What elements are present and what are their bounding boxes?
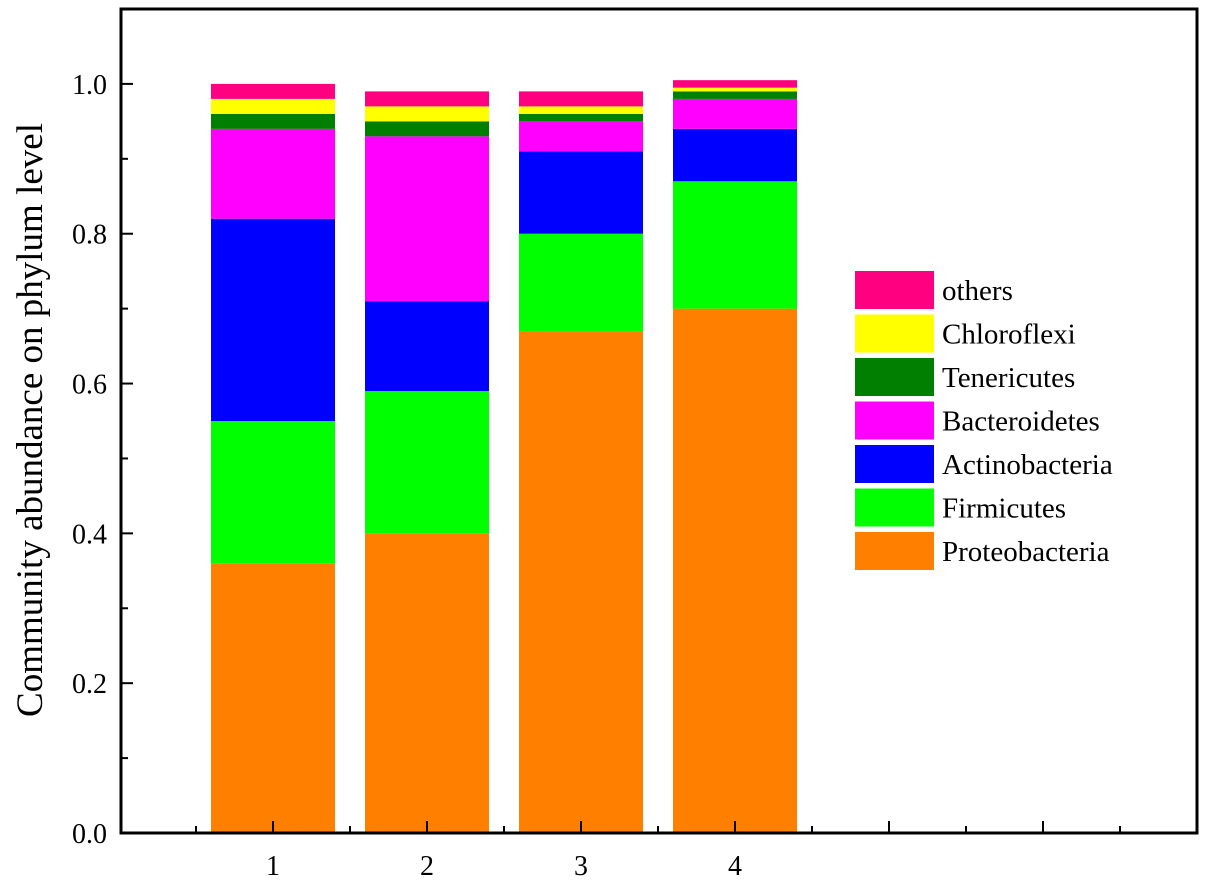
bar-segment-actinobacteria-4	[673, 128, 797, 182]
legend-label-bacteroidetes: Bacteroidetes	[942, 406, 1100, 438]
y-axis: 0.0 0.2 0.4 0.6 0.8 1.0	[72, 8, 133, 850]
legend-label-chloroflexi: Chloroflexi	[942, 319, 1076, 351]
bar-segment-others-1	[211, 83, 335, 99]
y-tick-label: 0.0	[72, 819, 107, 850]
bar-segment-tenericutes-2	[365, 121, 489, 137]
bar-segment-firmicutes-1	[211, 421, 335, 564]
bar-segment-others-3	[519, 91, 643, 107]
legend-label-actinobacteria: Actinobacteria	[942, 449, 1113, 481]
bar-segment-chloroflexi-3	[519, 106, 643, 114]
bar-segment-tenericutes-4	[673, 91, 797, 99]
legend-label-others: others	[942, 275, 1013, 307]
y-tick-label: 0.6	[72, 370, 107, 401]
x-tick-label: 1	[266, 851, 280, 882]
bar-segment-proteobacteria-2	[365, 533, 489, 833]
bar-segment-firmicutes-4	[673, 181, 797, 309]
legend-label-tenericutes: Tenericutes	[942, 362, 1075, 394]
bar-segment-others-4	[673, 80, 797, 88]
plot-frame	[119, 7, 1199, 835]
x-tick-label: 2	[420, 851, 434, 882]
bar-segment-chloroflexi-1	[211, 98, 335, 114]
legend-swatch-firmicutes	[855, 488, 934, 527]
bar-segment-firmicutes-2	[365, 391, 489, 534]
legend-swatch-others	[855, 271, 934, 309]
bar-segment-bacteroidetes-2	[365, 136, 489, 302]
bar-segment-chloroflexi-2	[365, 106, 489, 122]
bar-segment-bacteroidetes-4	[673, 98, 797, 129]
legend-swatch-actinobacteria	[855, 445, 934, 483]
y-tick-label: 1.0	[72, 70, 107, 101]
bar-segment-chloroflexi-4	[673, 87, 797, 92]
bar-segment-proteobacteria-3	[519, 331, 643, 833]
legend-label-proteobacteria: Proteobacteria	[942, 536, 1110, 568]
bar-segment-proteobacteria-1	[211, 563, 335, 833]
bars-group	[211, 80, 797, 833]
legend-label-firmicutes: Firmicutes	[942, 493, 1066, 525]
legend: others Chloroflexi Tenericutes Bacteroidete…	[855, 271, 1113, 570]
bar-segment-proteobacteria-4	[673, 308, 797, 833]
x-tick-label: 3	[574, 851, 588, 882]
y-axis-title: Community abundance on phylum level	[10, 123, 51, 717]
legend-swatch-chloroflexi	[855, 314, 934, 353]
bar-segment-actinobacteria-3	[519, 151, 643, 234]
bar-segment-tenericutes-3	[519, 113, 643, 122]
bar-segment-bacteroidetes-1	[211, 128, 335, 219]
legend-swatch-proteobacteria	[855, 532, 934, 570]
bar-segment-others-2	[365, 91, 489, 107]
bar-segment-firmicutes-3	[519, 233, 643, 332]
bar-segment-bacteroidetes-3	[519, 121, 643, 152]
y-tick-label: 0.4	[72, 519, 107, 550]
x-tick-label: 4	[728, 851, 742, 882]
legend-swatch-tenericutes	[855, 358, 934, 396]
bar-segment-actinobacteria-1	[211, 218, 335, 421]
bar-segment-tenericutes-1	[211, 113, 335, 129]
y-tick-label: 0.2	[72, 669, 107, 700]
legend-swatch-bacteroidetes	[855, 401, 934, 440]
bar-segment-actinobacteria-2	[365, 301, 489, 392]
y-tick-label: 0.8	[72, 220, 107, 251]
